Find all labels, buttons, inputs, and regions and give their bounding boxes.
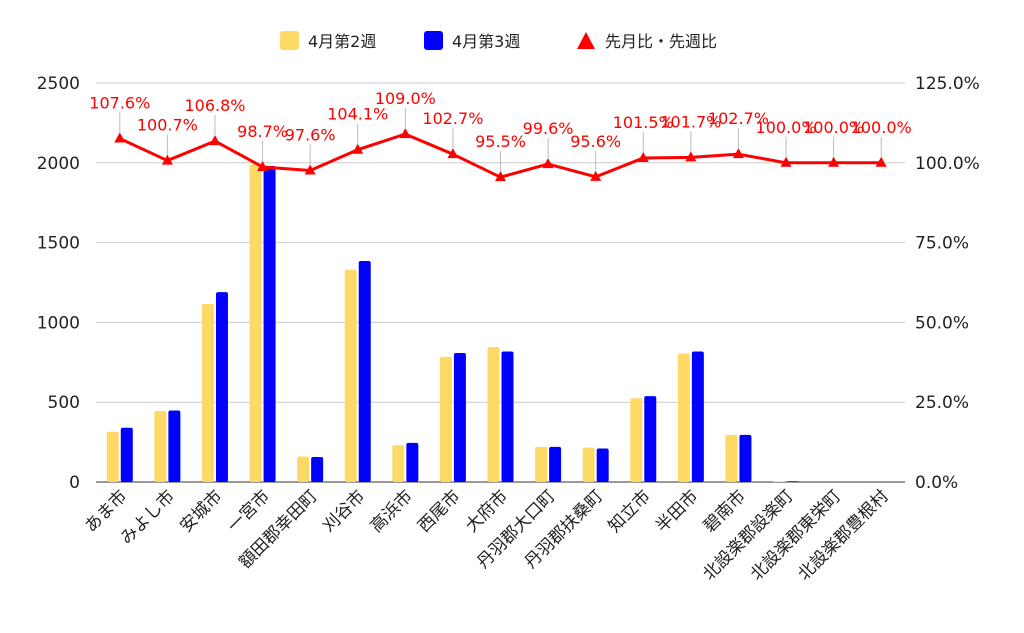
legend-label-week2: 4月第2週: [308, 32, 376, 51]
bar-11-week2: [630, 398, 643, 482]
ratio-data-label: 99.6%: [523, 119, 574, 138]
ratio-data-label: 109.0%: [375, 89, 436, 108]
bar-2-week2: [201, 304, 214, 482]
bar-10-week3: [596, 448, 609, 482]
legend-marker-ratio: [577, 32, 595, 49]
ratio-marker: [828, 156, 840, 167]
left-tick-label: 0: [69, 473, 80, 493]
right-tick-label: 25.0%: [915, 393, 969, 413]
bar-1-week3: [168, 410, 181, 482]
ratio-marker: [732, 148, 744, 159]
ratio-marker: [637, 152, 649, 163]
bar-6-week3: [406, 442, 419, 482]
ratio-marker: [685, 151, 697, 162]
bar-5-week3: [358, 260, 371, 482]
bar-7-week3: [453, 353, 466, 482]
ratio-data-label: 101.7%: [660, 112, 721, 131]
bar-11-week3: [644, 396, 657, 482]
ratio-data-label: 106.8%: [184, 96, 245, 115]
legend-label-ratio: 先月比・先週比: [605, 32, 717, 51]
ratio-data-label: 100.0%: [851, 118, 912, 137]
left-tick-label: 500: [48, 393, 80, 413]
ratio-data-label: 100.0%: [756, 118, 817, 137]
ratio-marker: [257, 160, 269, 171]
ratio-data-label: 98.7%: [237, 122, 288, 141]
ratio-data-label: 107.6%: [89, 94, 150, 113]
ratio-marker: [209, 135, 221, 146]
right-tick-label: 125.0%: [915, 74, 980, 94]
ratio-data-label: 95.6%: [570, 132, 621, 151]
ratio-marker: [590, 170, 602, 181]
left-tick-label: 1000: [37, 313, 80, 333]
ratio-data-label: 95.5%: [475, 132, 526, 151]
ratio-marker: [447, 148, 459, 159]
ratio-data-label: 102.7%: [422, 109, 483, 128]
bars: [106, 164, 800, 482]
bar-6-week2: [392, 445, 405, 482]
category-label: 西尾市: [414, 486, 464, 536]
ratio-marker: [495, 171, 506, 182]
bar-8-week3: [501, 351, 514, 482]
bar-0-week3: [120, 427, 133, 482]
ratio-data-label: 101.5%: [613, 113, 674, 132]
bar-4-week3: [311, 456, 324, 482]
ratio-marker: [780, 156, 792, 167]
right-tick-label: 0.0%: [915, 473, 958, 493]
category-label: 高浜市: [367, 486, 417, 536]
ratio-marker: [399, 128, 411, 139]
bar-3-week2: [249, 164, 262, 482]
bar-1-week2: [154, 410, 167, 482]
ratio-marker: [161, 154, 173, 165]
legend-label-week3: 4月第3週: [452, 32, 520, 51]
ratio-data-label: 102.7%: [708, 109, 769, 128]
ratio-data-label: 100.0%: [803, 118, 864, 137]
legend: 4月第2週 4月第3週 先月比・先週比: [280, 31, 717, 51]
category-label: 刈谷市: [319, 486, 369, 536]
bar-8-week2: [487, 347, 500, 482]
bar-10-week2: [582, 447, 595, 482]
bar-13-week3: [739, 434, 752, 482]
category-label: 安城市: [176, 486, 226, 536]
right-tick-label: 75.0%: [915, 234, 969, 254]
data-labels: 107.6% 100.7%106.8% 98.7%97.6%104.1%109.0%…: [89, 89, 912, 172]
ratio-data-label: 104.1%: [327, 105, 388, 124]
category-label: 半田市: [652, 486, 702, 536]
bar-5-week2: [344, 269, 357, 482]
bar-14-week3: [787, 481, 800, 482]
left-tick-label: 1500: [37, 234, 80, 254]
right-tick-label: 100.0%: [915, 154, 980, 174]
bar-9-week3: [549, 446, 562, 482]
bar-12-week3: [691, 351, 704, 482]
left-tick-label: 2500: [37, 74, 80, 94]
bar-7-week2: [439, 356, 452, 482]
bar-12-week2: [677, 353, 690, 482]
right-tick-label: 50.0%: [915, 313, 969, 333]
left-tick-label: 2000: [37, 154, 80, 174]
ratio-data-label: 97.6%: [285, 125, 336, 144]
ratio-marker: [304, 164, 316, 175]
legend-swatch-week3: [424, 31, 443, 50]
ratio-data-label: 100.7%: [137, 116, 198, 135]
category-label: 知立市: [605, 486, 655, 536]
ratio-marker: [875, 156, 887, 167]
bar-0-week2: [106, 431, 119, 482]
legend-swatch-week2: [280, 31, 299, 50]
ratio-line: [114, 128, 887, 182]
bar-13-week2: [725, 434, 738, 482]
bar-2-week3: [215, 292, 228, 482]
bar-3-week3: [263, 165, 276, 482]
bar-9-week2: [535, 446, 548, 482]
ratio-marker: [352, 143, 364, 154]
ratio-marker: [542, 158, 554, 169]
bar-4-week2: [297, 456, 310, 482]
ratio-marker: [114, 132, 126, 143]
bar-14-week2: [773, 481, 786, 482]
